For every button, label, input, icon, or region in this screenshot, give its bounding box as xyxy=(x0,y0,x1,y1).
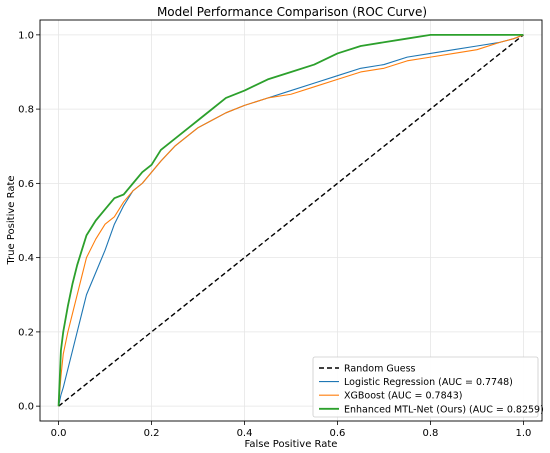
x-tick-label: 0.4 xyxy=(237,428,253,439)
y-axis-label: True Positive Rate xyxy=(6,175,17,265)
plot-frame xyxy=(39,19,543,422)
ticks-layer: 0.0 0.2 0.4 0.6 0.8 1.0 0.0 0.2 0.4 0.6 0.8 1.0 xyxy=(18,30,531,439)
legend-entry-0: Random Guess xyxy=(344,364,416,375)
legend-box xyxy=(312,356,539,418)
y-tick-label: 0.0 xyxy=(18,402,34,413)
y-tick-label: 0.4 xyxy=(18,253,34,264)
series-line-0 xyxy=(58,34,524,407)
series-layer xyxy=(57,33,524,407)
chart-title: Model Performance Comparison (ROC Curve) xyxy=(157,5,427,19)
legend-entry-2: XGBoost (AUC = 0.7843) xyxy=(344,391,462,402)
y-tick-label: 0.6 xyxy=(18,179,34,190)
x-tick-label: 0.8 xyxy=(422,428,438,439)
x-tick-label: 0.2 xyxy=(144,428,160,439)
x-tick-label: 0.0 xyxy=(51,428,67,439)
series-line-3 xyxy=(57,33,524,407)
x-axis-label: False Positive Rate xyxy=(245,439,338,450)
legend-entry-3: Enhanced MTL-Net (Ours) (AUC = 0.8259) xyxy=(344,404,544,415)
y-tick-label: 0.8 xyxy=(18,105,34,116)
grid-layer xyxy=(40,20,542,421)
x-tick-label: 0.6 xyxy=(330,428,346,439)
legend: Random Guess Logistic Regression (AUC = 0… xyxy=(312,356,544,418)
y-tick-label: 0.2 xyxy=(18,327,34,338)
x-tick-label: 1.0 xyxy=(515,428,531,439)
legend-entry-1: Logistic Regression (AUC = 0.7748) xyxy=(344,377,513,388)
series-line-2 xyxy=(58,34,524,407)
y-tick-label: 1.0 xyxy=(18,30,34,41)
